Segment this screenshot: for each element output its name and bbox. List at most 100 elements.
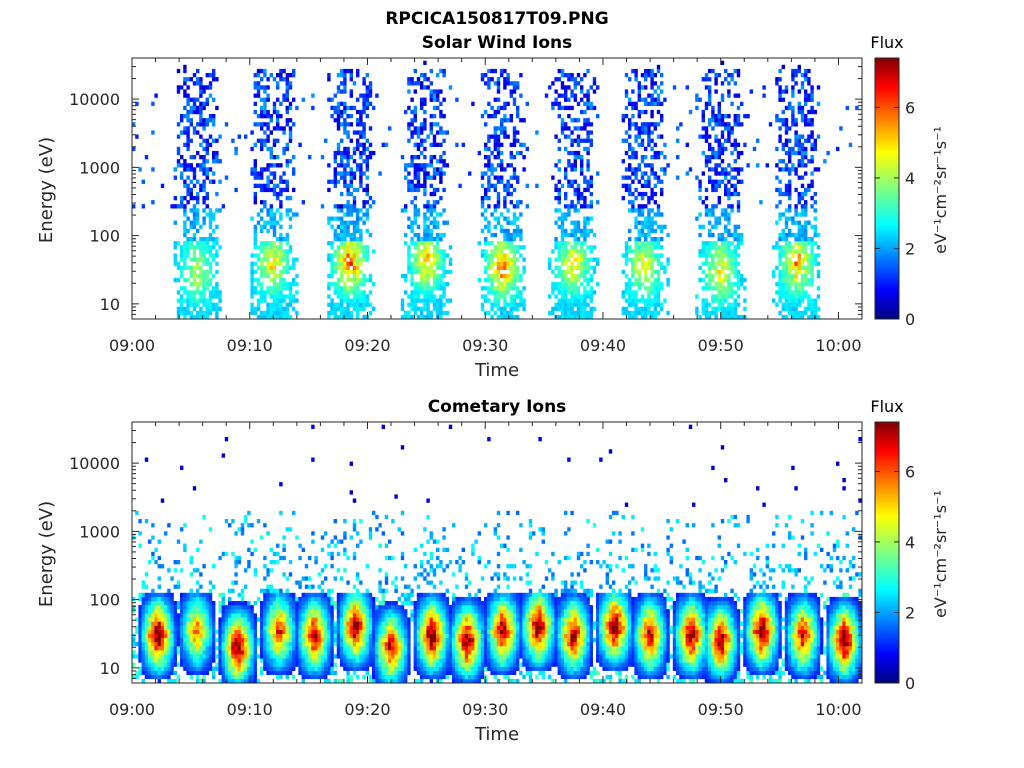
cometary-heatmap-cell [234, 564, 238, 569]
cometary-heatmap-cell [231, 658, 235, 663]
solar-wind-heatmap-cell [192, 171, 197, 176]
solar-wind-heatmap-cell [266, 220, 270, 225]
solar-wind-heatmap-cell [487, 146, 491, 152]
solar-wind-heatmap-cell [416, 179, 421, 184]
solar-wind-heatmap-cell [512, 101, 517, 106]
solar-wind-heatmap-cell [797, 196, 801, 201]
solar-wind-heatmap-cell [791, 314, 795, 319]
solar-wind-heatmap-cell [554, 77, 558, 82]
solar-wind-heatmap-cell [432, 245, 437, 250]
solar-wind-heatmap-cell [288, 105, 293, 111]
solar-wind-heatmap-cell [256, 89, 261, 94]
cometary-heatmap-cell [218, 658, 222, 663]
cometary-heatmap-cell [144, 596, 149, 602]
solar-wind-heatmap-cell [448, 245, 453, 250]
solar-wind-heatmap-cell [183, 105, 187, 111]
solar-wind-heatmap-cell [173, 167, 177, 172]
solar-wind-heatmap-cell [480, 253, 485, 258]
solar-wind-heatmap-cell [263, 68, 267, 74]
solar-wind-heatmap-cell [186, 101, 190, 106]
solar-wind-heatmap-cell [496, 306, 501, 311]
solar-wind-heatmap-cell [272, 212, 277, 217]
solar-wind-heatmap-cell [442, 310, 446, 316]
solar-wind-heatmap-cell [266, 97, 270, 102]
solar-wind-heatmap-cell [292, 171, 296, 176]
solar-wind-heatmap-cell [714, 167, 718, 172]
solar-wind-heatmap-cell [413, 269, 417, 275]
cometary-heatmap-cell [173, 568, 177, 573]
solar-wind-heatmap-cell [797, 314, 801, 319]
cometary-heatmap-cell [240, 609, 245, 614]
solar-wind-heatmap-cell [589, 286, 593, 291]
solar-wind-heatmap-cell [653, 183, 657, 188]
solar-wind-heatmap-cell [717, 138, 721, 143]
solar-wind-heatmap-cell [791, 245, 795, 250]
solar-wind-heatmap-cell [628, 187, 632, 193]
cometary-heatmap-cell [240, 527, 245, 532]
solar-wind-heatmap-cell [189, 294, 193, 299]
solar-wind-heatmap-cell [487, 159, 491, 164]
solar-wind-heatmap-cell [704, 134, 709, 139]
solar-wind-heatmap-cell [493, 294, 497, 299]
cometary-heatmap-cell [151, 617, 155, 622]
solar-wind-heatmap-cell [288, 159, 293, 164]
solar-wind-heatmap-cell [813, 224, 817, 229]
solar-wind-heatmap-cell [580, 253, 584, 258]
solar-wind-heatmap-cell [365, 138, 369, 143]
cometary-heatmap-cell [224, 519, 229, 524]
cometary-heatmap-cell [218, 646, 222, 651]
solar-wind-heatmap-cell [413, 142, 417, 147]
solar-wind-heatmap-cell [503, 241, 507, 246]
cometary-heatmap-cell [231, 650, 235, 655]
solar-wind-heatmap-cell [484, 155, 488, 160]
solar-wind-heatmap-cell [650, 163, 654, 168]
solar-wind-heatmap-cell [637, 228, 641, 234]
solar-wind-heatmap-cell [666, 232, 670, 238]
cometary-heatmap-cell [157, 576, 161, 581]
solar-wind-heatmap-cell [416, 155, 421, 160]
solar-wind-heatmap-cell [487, 175, 491, 180]
solar-wind-heatmap-cell [564, 273, 568, 279]
solar-wind-heatmap-cell [576, 306, 581, 311]
solar-wind-heatmap-cell [704, 310, 709, 316]
cometary-heatmap-cell [202, 514, 206, 520]
solar-wind-heatmap-cell [624, 249, 629, 254]
solar-wind-heatmap-cell [503, 77, 507, 82]
solar-wind-heatmap-cell [644, 220, 648, 225]
solar-wind-heatmap-cell [637, 245, 641, 250]
solar-wind-heatmap-cell [804, 89, 808, 94]
solar-wind-heatmap-cell [567, 163, 571, 168]
solar-wind-heatmap-cell [218, 245, 222, 250]
solar-wind-heatmap-cell [596, 257, 600, 262]
solar-wind-heatmap-cell [804, 163, 808, 168]
solar-wind-heatmap-cell [711, 114, 715, 119]
solar-wind-heatmap-cell [647, 290, 651, 295]
solar-wind-heatmap-cell [429, 273, 433, 279]
solar-wind-heatmap-cell [330, 224, 334, 229]
cometary-heatmap-cell [132, 654, 136, 659]
cometary-heatmap-cell [205, 658, 209, 663]
solar-wind-heatmap-cell [343, 146, 347, 152]
solar-wind-heatmap-cell [586, 118, 590, 123]
solar-wind-heatmap-cell [653, 294, 657, 299]
solar-wind-heatmap-cell [708, 118, 712, 123]
solar-wind-heatmap-cell [173, 241, 177, 246]
solar-wind-heatmap-cell [445, 163, 449, 168]
cometary-heatmap-cell [151, 666, 155, 671]
solar-wind-heatmap-cell [804, 253, 808, 258]
solar-wind-heatmap-cell [519, 298, 523, 303]
solar-wind-heatmap-cell [644, 314, 648, 319]
solar-wind-heatmap-cell [336, 253, 341, 258]
solar-wind-heatmap-cell [733, 302, 737, 307]
solar-wind-heatmap-cell [362, 204, 366, 209]
solar-wind-heatmap-cell [736, 245, 741, 250]
solar-wind-heatmap-cell [410, 261, 414, 266]
solar-wind-heatmap-cell [804, 114, 808, 119]
solar-wind-heatmap-cell [509, 220, 513, 225]
solar-wind-heatmap-cell [340, 253, 344, 258]
cometary-heatmap-cell [202, 596, 206, 602]
solar-wind-heatmap-cell [640, 253, 645, 258]
solar-wind-heatmap-cell [496, 314, 501, 319]
solar-wind-heatmap-cell [730, 73, 734, 78]
cometary-heatmap-cell [154, 654, 158, 659]
